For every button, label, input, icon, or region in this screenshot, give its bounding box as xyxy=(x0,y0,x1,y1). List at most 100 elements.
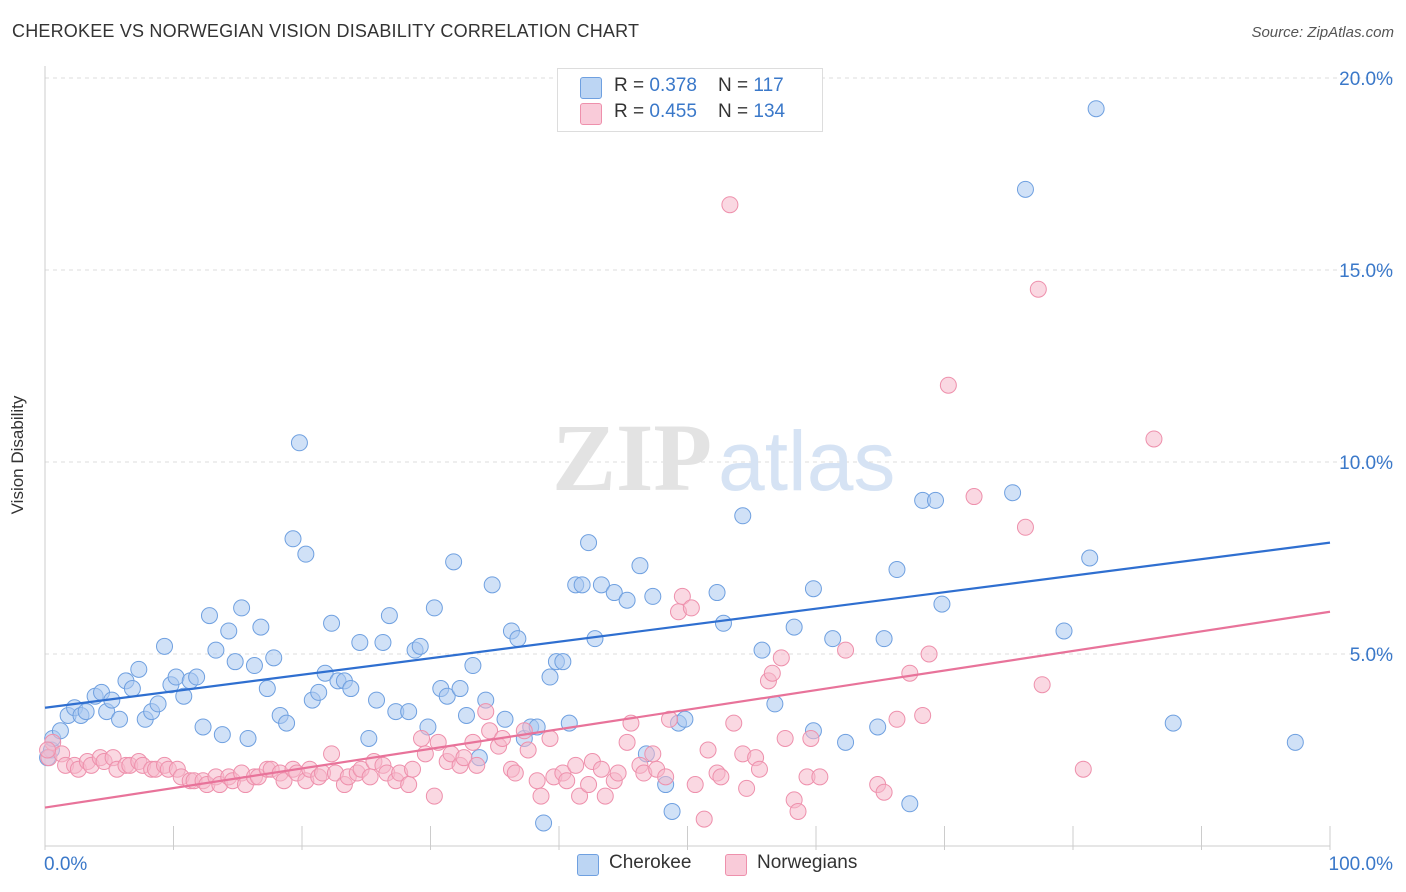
cherokee-point xyxy=(714,614,732,632)
y-tick-label: 15.0% xyxy=(1339,261,1393,282)
cherokee-point xyxy=(837,733,855,751)
norwegians-point xyxy=(571,787,589,805)
cherokee-point xyxy=(605,584,623,602)
cherokee-point xyxy=(425,599,443,617)
legend-swatch-norwegians xyxy=(725,854,747,876)
cherokee-point xyxy=(464,657,482,675)
cherokee-point xyxy=(644,587,662,605)
cherokee-point xyxy=(1286,733,1304,751)
cherokee-point xyxy=(290,434,308,452)
x-tick-label: 0.0% xyxy=(44,854,87,875)
norwegians-point xyxy=(580,776,598,794)
cherokee-point xyxy=(380,607,398,625)
cherokee-point xyxy=(284,530,302,548)
watermark-atlas: atlas xyxy=(718,414,895,508)
norwegians-point xyxy=(506,764,524,782)
norwegians-point xyxy=(914,706,932,724)
norwegians-point xyxy=(712,768,730,786)
legend-n-label: N = xyxy=(718,75,754,96)
x-tick-label: 100.0% xyxy=(1329,854,1394,875)
legend-swatch-cherokee xyxy=(580,77,602,99)
cherokee-point xyxy=(258,680,276,698)
cherokee-point xyxy=(573,576,591,594)
legend-swatch-cherokee xyxy=(577,854,599,876)
legend-r-label: R = xyxy=(614,101,650,122)
norwegians-point xyxy=(763,664,781,682)
cherokee-point xyxy=(111,710,129,728)
cherokee-point xyxy=(265,649,283,667)
cherokee-point xyxy=(200,607,218,625)
norwegians-point xyxy=(455,749,473,767)
cherokee-point xyxy=(509,630,527,648)
cherokee-point xyxy=(804,580,822,598)
cherokee-point xyxy=(753,641,771,659)
cherokee-point xyxy=(400,703,418,721)
cherokee-point xyxy=(535,814,553,832)
norwegians-point xyxy=(772,649,790,667)
cherokee-point xyxy=(457,706,475,724)
norwegians-point xyxy=(413,729,431,747)
norwegians-point xyxy=(682,599,700,617)
cherokee-point xyxy=(342,680,360,698)
cherokee-point xyxy=(123,680,141,698)
cherokee-point xyxy=(824,630,842,648)
legend-r-value: 0.455 xyxy=(649,101,697,122)
norwegians-point xyxy=(738,779,756,797)
cherokee-point xyxy=(188,668,206,686)
cherokee-point xyxy=(1016,180,1034,198)
cherokee-point xyxy=(374,633,392,651)
cherokee-point xyxy=(496,710,514,728)
norwegians-point xyxy=(1145,430,1163,448)
norwegians-point xyxy=(837,641,855,659)
norwegians-point xyxy=(750,760,768,778)
cherokee-point xyxy=(451,680,469,698)
norwegians-point xyxy=(609,764,627,782)
norwegians-point xyxy=(361,768,379,786)
cherokee-point xyxy=(194,718,212,736)
cherokee-point xyxy=(1055,622,1073,640)
norwegians-point xyxy=(1074,760,1092,778)
norwegians-point xyxy=(39,741,57,759)
cherokee-point xyxy=(175,687,193,705)
norwegians-point xyxy=(888,710,906,728)
cherokee-point xyxy=(875,630,893,648)
cherokee-point xyxy=(869,718,887,736)
norwegians-point xyxy=(519,741,537,759)
norwegians-point xyxy=(721,196,739,214)
cherokee-point xyxy=(541,668,559,686)
legend-r-label: R = xyxy=(614,75,650,96)
norwegians-point xyxy=(811,768,829,786)
cherokee-point xyxy=(618,591,636,609)
cherokee-point xyxy=(149,695,167,713)
cherokee-point xyxy=(483,576,501,594)
norwegians-point xyxy=(532,787,550,805)
norwegians-point xyxy=(657,768,675,786)
norwegians-point xyxy=(686,776,704,794)
correlation-legend: R = 0.378 N = 117 R = 0.455 N = 134 xyxy=(557,68,823,132)
trend-line-cherokee xyxy=(44,541,1331,709)
legend-label-cherokee: Cherokee xyxy=(609,852,692,873)
cherokee-point xyxy=(213,726,231,744)
norwegians-point xyxy=(875,783,893,801)
cherokee-point xyxy=(130,660,148,678)
chart-title: CHEROKEE VS NORWEGIAN VISION DISABILITY … xyxy=(12,21,640,41)
cherokee-point xyxy=(252,618,270,636)
norwegians-point xyxy=(567,756,585,774)
cherokee-point xyxy=(226,653,244,671)
norwegians-point xyxy=(541,729,559,747)
norwegians-point xyxy=(477,703,495,721)
norwegians-point xyxy=(323,745,341,763)
norwegians-point xyxy=(468,756,486,774)
cherokee-point xyxy=(360,729,378,747)
y-tick-label: 10.0% xyxy=(1339,453,1393,474)
grid-lines xyxy=(45,77,1395,655)
norwegians-point xyxy=(404,760,422,778)
cherokee-point xyxy=(245,657,263,675)
norwegians-point xyxy=(1033,676,1051,694)
cherokee-point xyxy=(1004,484,1022,502)
cherokee-point xyxy=(1164,714,1182,732)
cherokee-point xyxy=(901,795,919,813)
series-legend: Cherokee Norwegians xyxy=(0,852,1406,878)
source-note: Source: ZipAtlas.com xyxy=(1251,24,1394,41)
